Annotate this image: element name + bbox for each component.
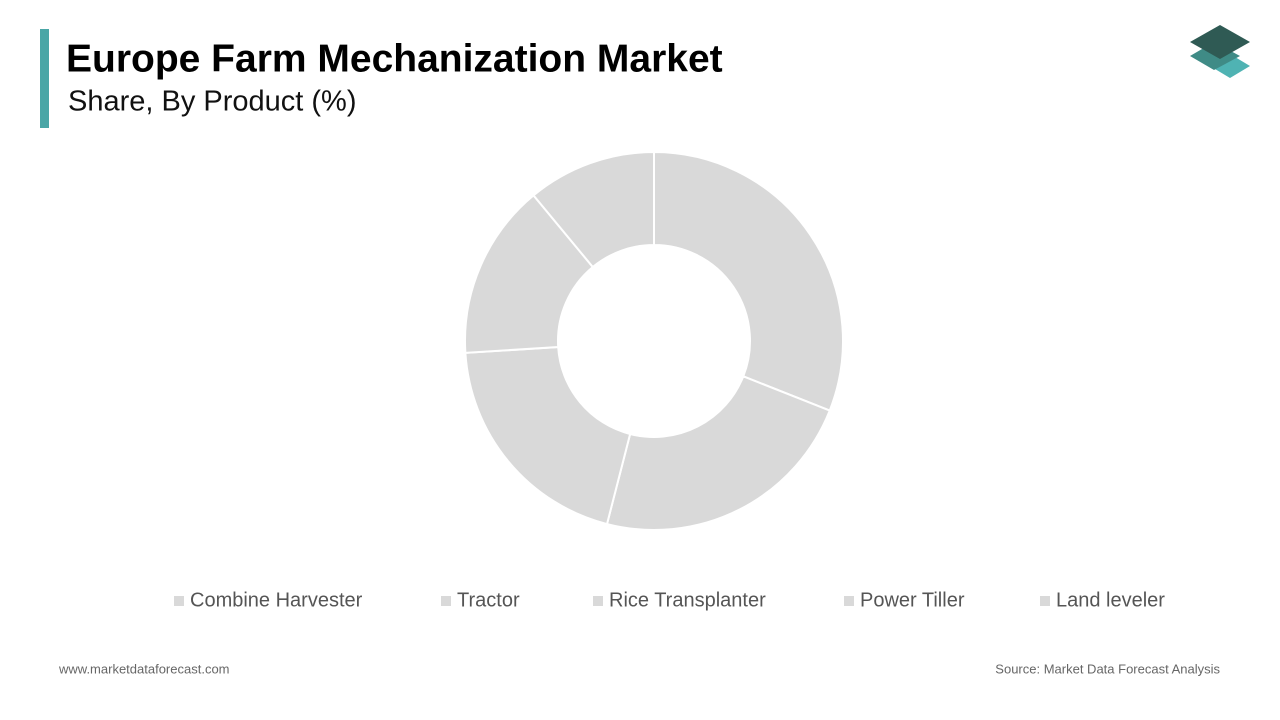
legend-swatch (1040, 596, 1050, 606)
legend-swatch (844, 596, 854, 606)
donut-segment (653, 150, 844, 412)
chart-title: Europe Farm Mechanization Market (66, 37, 723, 80)
legend-label: Combine Harvester (190, 589, 363, 611)
legend-swatch (441, 596, 451, 606)
legend-swatch (593, 596, 603, 606)
donut-segment (605, 375, 832, 531)
source: Source: Market Data Forecast Analysis (995, 661, 1220, 676)
legend-label: Land leveler (1056, 589, 1165, 611)
title-accent (40, 29, 49, 128)
donut-segment (532, 150, 655, 269)
legend-label: Rice Transplanter (609, 589, 766, 611)
chart-subtitle: Share, By Product (%) (68, 86, 357, 118)
legend-swatch (174, 596, 184, 606)
website: www.marketdataforecast.com (58, 661, 230, 676)
logo (1190, 25, 1250, 78)
legend-label: Power Tiller (860, 589, 965, 611)
donut-segment (464, 345, 632, 526)
legend-label: Tractor (457, 589, 520, 611)
